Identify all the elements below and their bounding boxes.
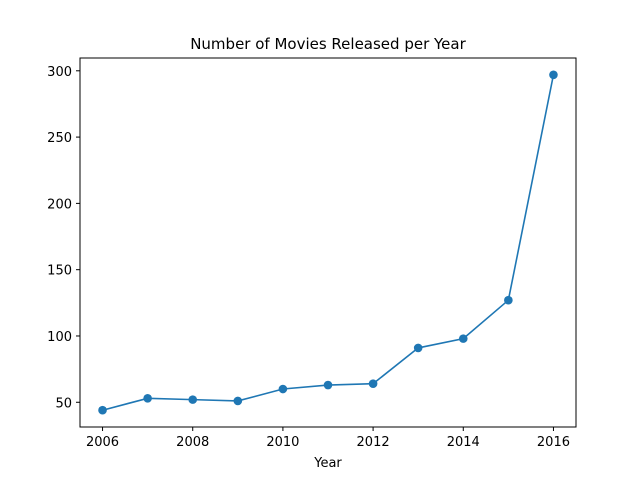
- x-axis-ticks: 2006 2008 2010 2012 2014 2016: [86, 427, 570, 450]
- data-point: [278, 384, 288, 394]
- y-tick-label: 150: [47, 264, 72, 279]
- y-axis-ticks: 50 100 150 200 250 300: [47, 65, 80, 411]
- data-point: [368, 379, 378, 389]
- x-axis-label: Year: [313, 456, 342, 471]
- data-point: [504, 295, 513, 305]
- series-line: [102, 74, 555, 412]
- data-point: [458, 334, 468, 343]
- x-tick-label: 2012: [357, 435, 390, 450]
- y-tick-label: 50: [55, 396, 72, 411]
- y-tick-label: 250: [47, 131, 72, 146]
- data-point: [143, 393, 152, 403]
- plot-frame: [79, 57, 577, 428]
- x-tick-label: 2010: [266, 435, 299, 450]
- x-tick-label: 2016: [537, 435, 570, 450]
- data-point: [549, 70, 558, 80]
- data-point: [323, 380, 333, 390]
- series-layer: [98, 70, 558, 415]
- data-point: [188, 395, 198, 404]
- x-tick-label: 2008: [176, 435, 209, 450]
- data-point: [98, 405, 107, 415]
- y-tick-label: 300: [47, 65, 72, 80]
- x-tick-label: 2014: [447, 435, 480, 450]
- x-tick-label: 2006: [86, 435, 119, 450]
- y-tick-label: 200: [47, 197, 72, 212]
- data-point: [413, 343, 423, 353]
- plot-area: [79, 57, 577, 428]
- y-tick-label: 100: [47, 330, 72, 345]
- chart-title: Number of Movies Released per Year: [190, 35, 466, 53]
- data-point: [233, 396, 243, 406]
